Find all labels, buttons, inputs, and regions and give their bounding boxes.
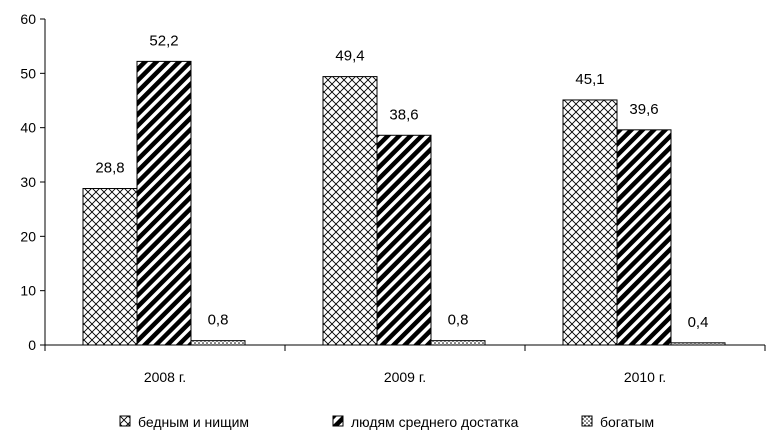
legend-swatch [581,415,593,427]
bar-dots-0 [190,340,246,346]
data-label: 52,2 [149,32,178,49]
legend-item-0: бедным и нищим [119,414,249,430]
y-tick-label: 10 [20,283,36,299]
y-tick-label: 40 [20,120,36,136]
y-tick-label: 0 [28,337,36,353]
bar-diagonal-stripes-2 [616,129,672,346]
data-label: 0,8 [448,312,469,329]
x-tick-label: 2010 г. [624,369,666,385]
y-tick-label: 50 [20,65,36,81]
legend-item-2: богатым [581,414,654,430]
chart-axes: 0 10 20 30 40 50 60 2008 г. 2009 г. 2010 г. [20,11,766,385]
x-tick-label: 2008 г. [144,369,186,385]
chart-legend: бедным и нищим людям среднего достатка бог… [119,414,654,430]
legend-item-1: людям среднего достатка [332,414,519,430]
data-label: 49,4 [335,48,364,65]
bar-crosshatch-0 [82,188,138,346]
bar-diagonal-stripes-0 [136,60,192,346]
chart-bars [82,60,726,346]
data-label: 0,4 [688,314,709,331]
bar-crosshatch-2 [562,99,618,346]
legend-label: бедным и нищим [138,414,249,430]
data-label: 28,8 [95,160,124,177]
legend-swatch [332,415,344,427]
y-tick-label: 20 [20,228,36,244]
y-tick-label: 30 [20,174,36,190]
y-tick-label: 60 [20,11,36,27]
legend-label: людям среднего достатка [351,414,519,430]
x-tick-label: 2009 г. [384,369,426,385]
chart-data-labels: 28,8 52,2 0,8 49,4 38,6 0,8 45,1 39,6 0,4 [95,32,708,330]
data-label: 45,1 [575,71,604,88]
data-label: 0,8 [208,312,229,329]
legend-swatch [119,415,131,427]
data-label: 39,6 [629,101,658,118]
data-label: 38,6 [389,106,418,123]
bar-dots-2 [670,342,726,346]
bar-dots-1 [430,340,486,346]
bar-crosshatch-1 [322,76,378,346]
legend-label: богатым [600,414,654,430]
bar-diagonal-stripes-1 [376,134,432,346]
